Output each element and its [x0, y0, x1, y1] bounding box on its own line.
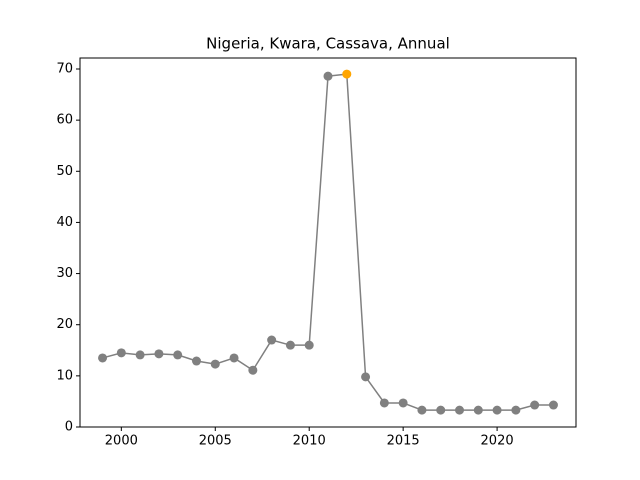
point — [285, 340, 295, 350]
y-tick-label: 60 — [56, 113, 73, 128]
point — [436, 405, 446, 415]
point — [342, 69, 352, 79]
point — [154, 349, 164, 359]
y-tick-label: 40 — [56, 215, 73, 230]
y-tick-label: 30 — [56, 266, 73, 281]
y-tick-label: 0 — [65, 420, 73, 435]
point — [116, 348, 126, 358]
point — [530, 400, 540, 410]
point — [304, 340, 314, 350]
y-tick-label: 50 — [56, 164, 73, 179]
x-tick-label: 2010 — [293, 434, 326, 449]
chart-title: Nigeria, Kwara, Cassava, Annual — [206, 35, 450, 53]
point — [398, 398, 408, 408]
point — [417, 405, 427, 415]
point — [473, 405, 483, 415]
x-tick-label: 2000 — [105, 434, 138, 449]
y-tick-label: 20 — [56, 317, 73, 332]
point — [173, 350, 183, 360]
axes-frame — [79, 57, 577, 428]
point — [379, 398, 389, 408]
y-tick-label: 70 — [56, 61, 73, 76]
x-tick-label: 2015 — [387, 434, 420, 449]
point — [248, 365, 258, 375]
point — [210, 359, 220, 369]
point — [267, 335, 277, 345]
point — [548, 400, 558, 410]
point — [511, 405, 521, 415]
point — [135, 350, 145, 360]
point — [98, 353, 108, 363]
point — [455, 405, 465, 415]
x-tick-label: 2005 — [199, 434, 232, 449]
y-tick-label: 10 — [56, 368, 73, 383]
point — [229, 353, 239, 363]
x-tick-label: 2020 — [481, 434, 514, 449]
point — [191, 356, 201, 366]
point — [492, 405, 502, 415]
point — [323, 71, 333, 81]
point — [361, 372, 371, 382]
